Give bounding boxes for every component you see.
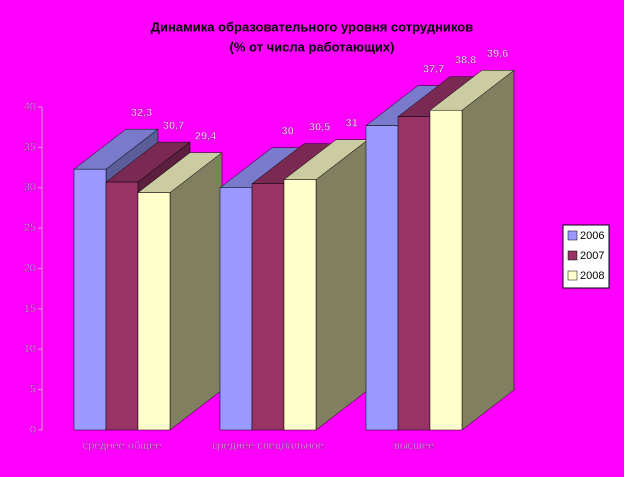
legend-swatch bbox=[567, 270, 578, 281]
x-tick-label: высшее bbox=[394, 440, 434, 452]
value-label: 38,8 bbox=[455, 55, 476, 67]
bar-side bbox=[315, 139, 369, 431]
y-tick-label: 0 bbox=[30, 424, 36, 436]
y-tick-label: 30 bbox=[24, 182, 36, 194]
bar bbox=[429, 109, 463, 431]
legend-label: 2006 bbox=[580, 230, 604, 242]
value-label: 39,6 bbox=[487, 48, 508, 60]
value-label: 32,3 bbox=[131, 107, 152, 119]
bar bbox=[105, 181, 139, 431]
value-label: 29,4 bbox=[195, 131, 217, 143]
bar bbox=[137, 192, 171, 431]
bar bbox=[219, 187, 253, 431]
legend-swatch bbox=[567, 250, 578, 261]
y-tick-label: 25 bbox=[24, 222, 36, 234]
y-tick-label: 20 bbox=[24, 262, 36, 274]
x-tick-label: среднее специальное bbox=[212, 440, 324, 452]
y-tick-label: 40 bbox=[24, 101, 36, 113]
legend-swatch bbox=[567, 230, 578, 241]
value-label: 37,7 bbox=[423, 63, 444, 75]
legend-label: 2007 bbox=[580, 250, 604, 262]
bar bbox=[283, 179, 317, 431]
chart-subtitle: (% от числа работающих) bbox=[229, 39, 394, 54]
y-tick-label: 5 bbox=[30, 384, 36, 396]
chart-title: Динамика образовательного уровня сотрудн… bbox=[151, 19, 473, 34]
y-tick-label: 35 bbox=[24, 141, 36, 153]
value-label: 30,5 bbox=[309, 122, 330, 134]
bar bbox=[251, 183, 285, 431]
bar-side bbox=[169, 152, 223, 431]
legend-label: 2008 bbox=[580, 270, 604, 282]
x-tick-label: среднее общее bbox=[83, 440, 162, 452]
bar bbox=[365, 125, 399, 431]
value-label: 31 bbox=[345, 118, 357, 130]
bar-side bbox=[461, 69, 515, 431]
bar bbox=[73, 168, 107, 431]
y-tick-label: 15 bbox=[24, 303, 36, 315]
value-label: 30 bbox=[281, 126, 293, 138]
value-label: 30,7 bbox=[163, 120, 184, 132]
bar bbox=[397, 116, 431, 431]
y-tick-label: 10 bbox=[24, 343, 36, 355]
